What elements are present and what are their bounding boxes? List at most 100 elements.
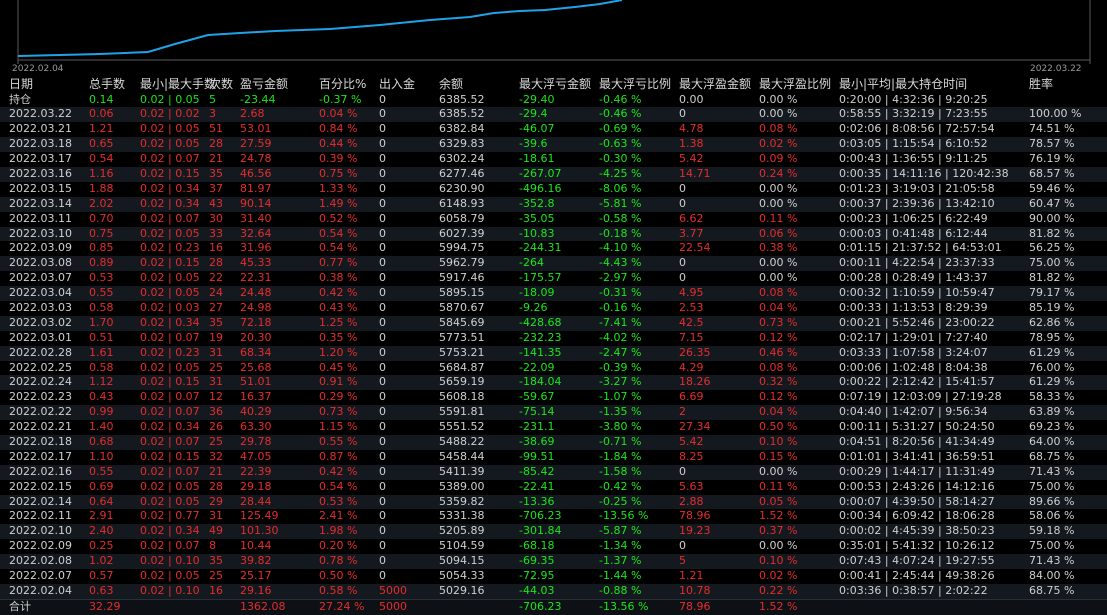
table-cell: 59.46 % (1029, 181, 1075, 195)
table-row: 2022.03.07 0.53 0.02 | 0.05 22 22.31 0.38 % 0 5… (0, 271, 1107, 286)
table-cell: 0 (379, 569, 386, 582)
table-cell: -35.05 (519, 211, 555, 225)
totals-pct: 27.24 % (319, 599, 365, 613)
table-cell: -5.81 % (599, 196, 642, 210)
table-cell: -1.35 % (599, 405, 642, 419)
table-cell: -22.41 (519, 479, 555, 493)
table-cell: 6.69 (679, 390, 704, 404)
table-cell: 0.54 % (319, 479, 358, 493)
table-cell: 76.19 % (1029, 152, 1075, 166)
table-cell: 5094.15 (439, 554, 485, 568)
table-cell: 0.11 % (759, 479, 798, 493)
table-cell: 0.10 % (759, 434, 798, 448)
table-cell: 5054.33 (439, 569, 485, 582)
table-cell: 0.02 | 0.07 (140, 434, 200, 448)
table-cell: -264 (519, 256, 544, 270)
table-cell: 18.26 (679, 375, 711, 389)
table-cell: 5205.89 (439, 524, 485, 538)
table-cell: 22.54 (679, 241, 711, 255)
table-cell: 51.01 (240, 375, 272, 389)
table-cell: 0.85 (89, 241, 114, 255)
table-cell: 0.39 % (319, 152, 358, 166)
table-cell: 2022.03.02 (9, 315, 72, 329)
table-cell: 0 (379, 524, 386, 538)
table-cell: 16 (209, 241, 223, 255)
table-cell: 0:00:22 | 2:12:42 | 15:41:57 (839, 375, 995, 389)
table-cell: -46.07 (519, 122, 555, 136)
table-cell: 71.43 % (1029, 464, 1075, 478)
table-header: 日期 总手数 最小|最大手数 次数 盈亏金额 百分比% 出入金 余额 最大浮亏金额 最大浮亏比例最… (0, 77, 1107, 93)
table-cell: 5488.22 (439, 434, 485, 448)
table-cell: 0.02 | 0.05 (140, 122, 200, 136)
table-cell: 5917.46 (439, 271, 485, 285)
table-cell: 0.43 % (319, 300, 358, 314)
table-cell: 0 (379, 539, 386, 553)
table-cell: 0.64 (89, 494, 114, 508)
table-cell: 0.02 | 0.07 (140, 405, 200, 419)
table-cell: 0.38 % (319, 271, 358, 285)
header-cell: 最大浮盈金额 (679, 77, 752, 91)
table-cell: -0.42 % (599, 479, 642, 493)
table-cell: 4.78 (679, 122, 704, 136)
table-cell: 0.78 % (319, 554, 358, 568)
table-cell: -0.58 % (599, 211, 642, 225)
table-cell: -1.44 % (599, 569, 642, 582)
table-cell: -428.68 (519, 315, 562, 329)
table-cell: 14.71 (679, 166, 711, 180)
table-cell: 68.75 % (1029, 583, 1075, 597)
table-cell: -1.37 % (599, 554, 642, 568)
table-cell: -44.03 (519, 583, 555, 597)
table-cell: 0:00:41 | 2:45:44 | 49:38:26 (839, 569, 995, 582)
table-cell: -0.46 % (599, 107, 642, 121)
table-cell: 2022.03.03 (9, 300, 72, 314)
table-cell: 0 (379, 554, 386, 568)
table-row: 2022.03.02 1.70 0.02 | 0.34 35 72.18 1.25 % 0 5… (0, 315, 1107, 331)
table-cell: 22 (209, 271, 223, 285)
table-cell: 0 (379, 300, 386, 314)
table-cell: -38.69 (519, 434, 555, 448)
header-cell: 最大浮亏金额 (519, 77, 592, 91)
table-cell: 0 (379, 390, 386, 404)
table-cell: 5029.16 (439, 583, 485, 597)
table-row: 2022.02.15 0.69 0.02 | 0.05 28 29.18 0.54 % 0 5… (0, 480, 1107, 495)
table-cell: 2.53 (679, 300, 704, 314)
table-cell: 0.02 | 0.05 (140, 360, 200, 374)
table-cell: -706.23 (519, 509, 562, 523)
table-cell: -0.71 % (599, 434, 642, 448)
table-cell: -0.88 % (599, 583, 642, 597)
table-cell: 2022.03.09 (9, 241, 72, 255)
table-cell: 0.99 (89, 405, 114, 419)
table-cell: 79.17 % (1029, 286, 1075, 300)
table-cell: -0.16 % (599, 300, 642, 314)
table-cell: 1.38 (679, 137, 704, 151)
chart-start-label: 2022.02.04 (12, 64, 64, 74)
table-cell: 10.44 (240, 539, 272, 553)
table-cell: 0 (379, 509, 386, 523)
table-cell: 2022.03.04 (9, 286, 72, 300)
table-cell: 0.02 | 0.15 (140, 375, 200, 389)
table-row: 2022.02.28 1.61 0.02 | 0.23 31 68.34 1.20 % 0 5… (0, 345, 1107, 361)
table-cell: 39.82 (240, 554, 272, 568)
table-cell: 0.08 % (759, 360, 798, 374)
table-cell: 0 (379, 449, 386, 463)
table-cell: 21 (209, 152, 223, 166)
table-row: 2022.03.14 2.02 0.02 | 0.34 43 90.14 1.49 % 0 6… (0, 196, 1107, 212)
table-cell: 0.02 | 0.07 (140, 539, 200, 553)
table-cell: 0.91 % (319, 375, 358, 389)
table-cell: 0:04:40 | 1:42:07 | 9:56:34 (839, 405, 988, 419)
table-cell: -496.16 (519, 181, 562, 195)
table-cell: 0.87 % (319, 449, 358, 463)
table-cell: 32.64 (240, 226, 272, 240)
table-cell: 0:07:19 | 12:03:09 | 27:19:28 (839, 390, 1002, 404)
table-cell: 5458.44 (439, 449, 485, 463)
table-cell: 0 (679, 181, 686, 195)
table-cell: 0.02 | 0.34 (140, 181, 200, 195)
table-cell: 25 (209, 360, 223, 374)
table-cell: 29.78 (240, 434, 272, 448)
table-cell: 0 (679, 464, 686, 478)
table-row: 2022.02.04 0.63 0.02 | 0.10 16 29.16 0.58 % 50… (0, 583, 1107, 599)
table-row: 2022.03.03 0.58 0.02 | 0.03 27 24.98 0.43 % 0 5… (0, 301, 1107, 316)
table-cell: 2.88 (679, 494, 704, 508)
table-cell: 2022.02.11 (9, 509, 72, 523)
table-cell: 3 (209, 107, 216, 121)
